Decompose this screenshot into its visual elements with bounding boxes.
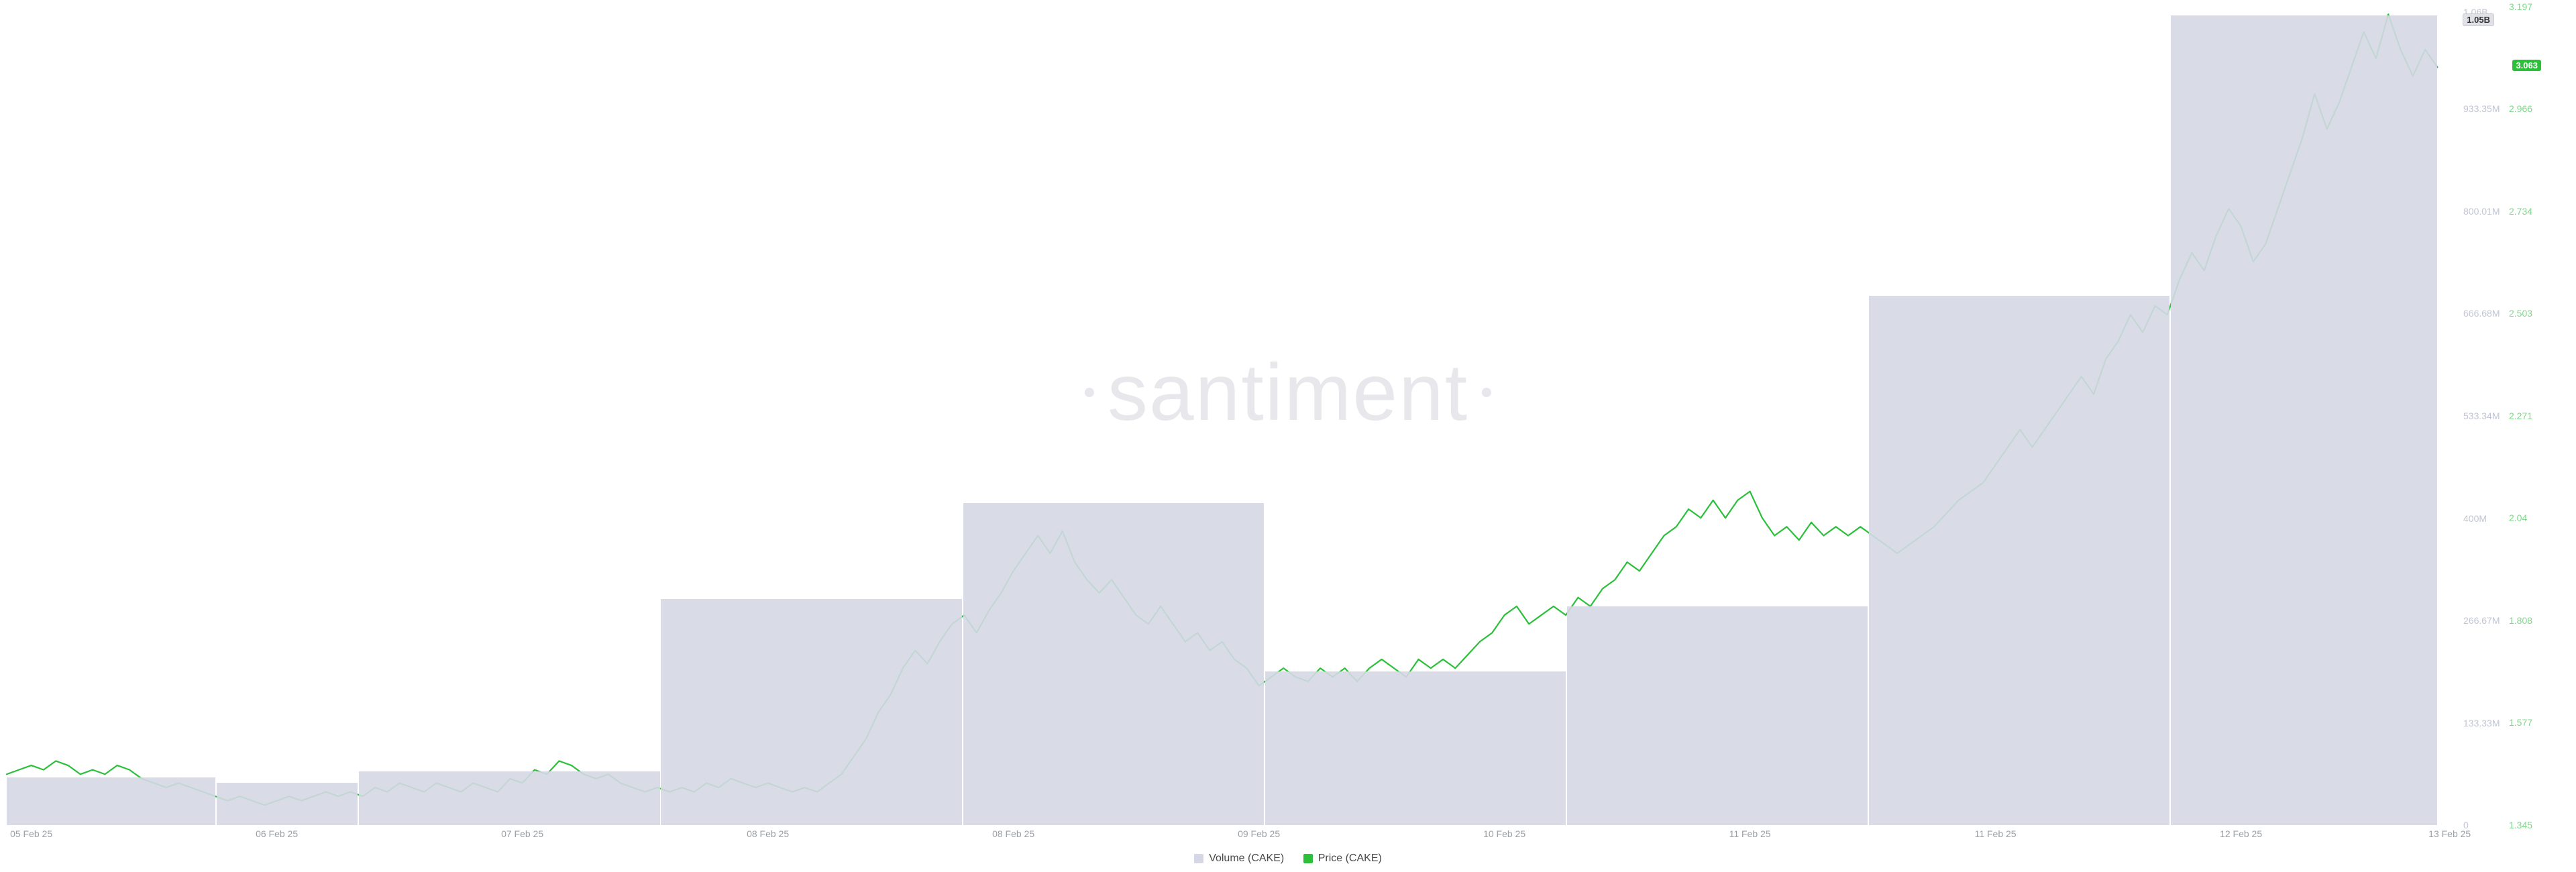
y-axis-volume-label: 533.34M bbox=[2463, 411, 2500, 421]
y-axis-volume-label: 666.68M bbox=[2463, 308, 2500, 319]
x-axis-label: 11 Feb 25 bbox=[1975, 828, 2017, 839]
y-axis-volume-label: 266.67M bbox=[2463, 615, 2500, 626]
y-axis-volume-label: 0 bbox=[2463, 820, 2469, 830]
x-axis-label: 09 Feb 25 bbox=[1238, 828, 1280, 839]
chart-root: santiment 05 Feb 2506 Feb 2507 Feb 2508 … bbox=[0, 0, 2576, 872]
legend-label-price: Price (CAKE) bbox=[1318, 853, 1382, 865]
volume-bar bbox=[963, 503, 1264, 825]
y-axis-price-label: 2.734 bbox=[2509, 206, 2532, 217]
y-axis-volume-label: 400M bbox=[2463, 513, 2487, 524]
legend-label-volume: Volume (CAKE) bbox=[1209, 853, 1284, 865]
volume-bar bbox=[1265, 671, 1566, 825]
legend: Volume (CAKE) Price (CAKE) bbox=[0, 853, 2576, 867]
current-volume-value: 1.05B bbox=[2467, 15, 2490, 25]
current-price-value: 3.063 bbox=[2516, 60, 2538, 70]
legend-swatch-volume bbox=[1194, 854, 1203, 863]
legend-item-volume: Volume (CAKE) bbox=[1194, 853, 1284, 865]
current-price-badge: 3.063 bbox=[2512, 60, 2541, 71]
volume-bar bbox=[1869, 296, 2169, 825]
y-axis-price-label: 2.04 bbox=[2509, 512, 2527, 523]
volume-bars-layer bbox=[7, 7, 2462, 825]
y-axis-volume-label: 133.33M bbox=[2463, 718, 2500, 728]
x-axis-label: 12 Feb 25 bbox=[2220, 828, 2262, 839]
y-axis-price-label: 3.197 bbox=[2509, 1, 2532, 12]
plot-area bbox=[7, 7, 2462, 825]
volume-bar bbox=[661, 599, 961, 825]
x-axis-label: 11 Feb 25 bbox=[1729, 828, 1771, 839]
y-axis-price-labels: 1.3451.5771.8082.042.2712.5032.7342.9663… bbox=[2509, 7, 2542, 825]
y-axis-volume-labels: 0133.33M266.67M400M533.34M666.68M800.01M… bbox=[2463, 7, 2502, 825]
volume-bar bbox=[359, 771, 659, 825]
x-axis-labels: 05 Feb 25 06 Feb 25 07 Feb 25 08 Feb 25 08 F… bbox=[7, 828, 2462, 842]
x-axis-label: 05 Feb 25 bbox=[10, 828, 52, 839]
y-axis-price-label: 1.345 bbox=[2509, 820, 2532, 830]
current-volume-badge: 1.05B bbox=[2463, 13, 2494, 26]
x-axis-label: 08 Feb 25 bbox=[747, 828, 789, 839]
x-axis-label: 08 Feb 25 bbox=[992, 828, 1034, 839]
volume-bar bbox=[1567, 606, 1868, 825]
y-axis-price-label: 1.808 bbox=[2509, 615, 2532, 626]
y-axis-volume-label: 933.35M bbox=[2463, 103, 2500, 114]
y-axis-price-label: 2.271 bbox=[2509, 411, 2532, 421]
y-axis-price-label: 2.966 bbox=[2509, 103, 2532, 114]
x-axis-label: 07 Feb 25 bbox=[501, 828, 543, 839]
x-axis-label: 10 Feb 25 bbox=[1483, 828, 1525, 839]
x-axis-label: 06 Feb 25 bbox=[256, 828, 298, 839]
y-axis-price-label: 2.503 bbox=[2509, 308, 2532, 319]
volume-bar bbox=[217, 783, 358, 825]
legend-swatch-price bbox=[1303, 854, 1313, 863]
y-axis-price-label: 1.577 bbox=[2509, 717, 2532, 728]
volume-bar bbox=[7, 777, 215, 825]
y-axis-volume-label: 800.01M bbox=[2463, 206, 2500, 217]
legend-item-price: Price (CAKE) bbox=[1303, 853, 1382, 865]
volume-bar bbox=[2171, 15, 2437, 825]
